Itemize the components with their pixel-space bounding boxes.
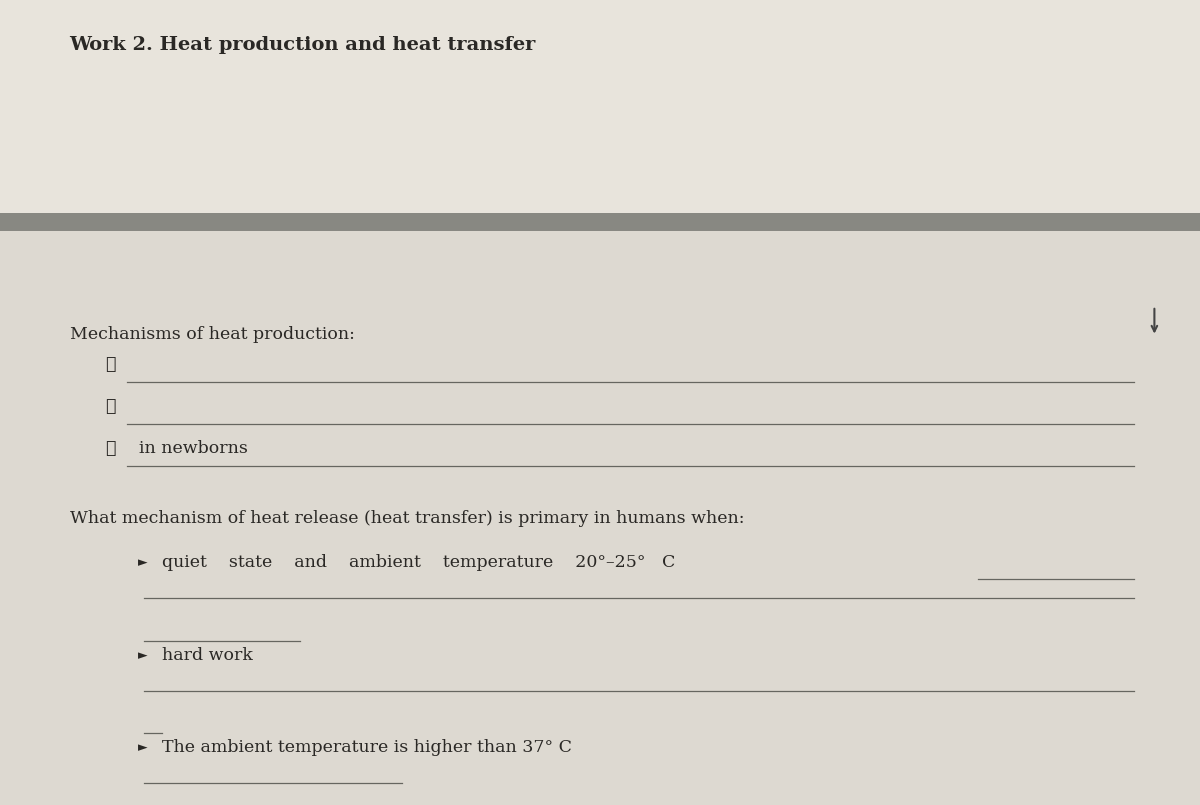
Text: ►: ► — [138, 649, 148, 662]
Text: ✓: ✓ — [106, 440, 116, 457]
Text: quiet    state    and    ambient    temperature    20°–25°   C: quiet state and ambient temperature 20°–… — [162, 554, 676, 572]
Text: The ambient temperature is higher than 37° C: The ambient temperature is higher than 3… — [162, 739, 572, 757]
Text: hard work: hard work — [162, 646, 253, 664]
Bar — [0, 231, 1200, 805]
Text: Mechanisms of heat production:: Mechanisms of heat production: — [70, 326, 354, 343]
Text: ►: ► — [138, 741, 148, 754]
Text: Work 2. Heat production and heat transfer: Work 2. Heat production and heat transfe… — [70, 36, 536, 54]
Text: in newborns: in newborns — [139, 440, 248, 457]
Text: What mechanism of heat release (heat transfer) is primary in humans when:: What mechanism of heat release (heat tra… — [70, 510, 744, 527]
Text: ✓: ✓ — [106, 356, 116, 374]
Text: ✓: ✓ — [106, 398, 116, 415]
Bar — [0, 0, 1200, 213]
Bar — [0, 213, 1200, 231]
Text: ►: ► — [138, 556, 148, 569]
